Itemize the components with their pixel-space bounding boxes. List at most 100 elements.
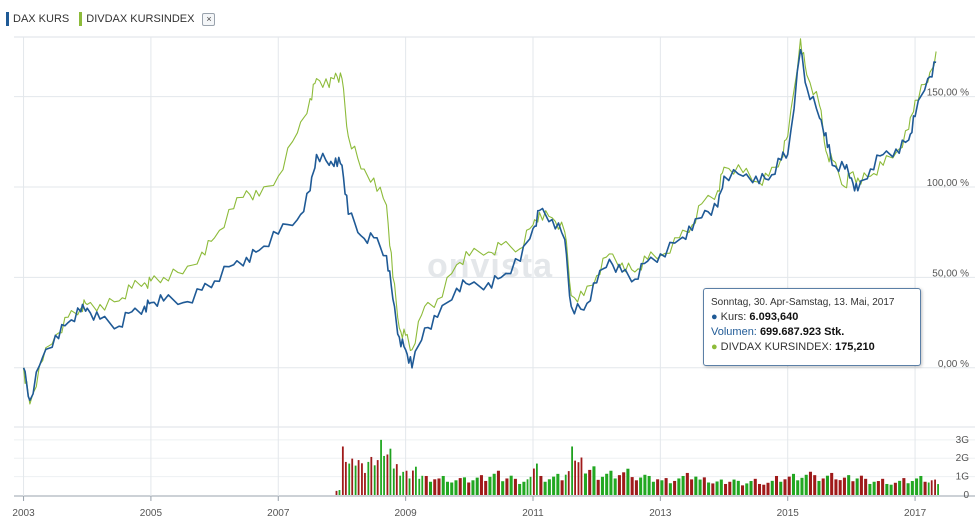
volume-bar	[834, 479, 838, 495]
legend-label-dax: DAX KURS	[13, 13, 70, 25]
volume-bar	[479, 475, 483, 495]
volume-bar	[567, 471, 570, 495]
volume-bar	[399, 475, 402, 495]
volume-bar	[808, 471, 812, 495]
volume-bar	[522, 481, 526, 495]
volume-bar	[732, 479, 736, 495]
volume-bar	[458, 478, 462, 495]
volume-bar	[651, 481, 655, 495]
tooltip-kurs-value: 6.093,640	[749, 311, 799, 323]
volume-bar	[341, 446, 344, 495]
volume-bar	[392, 468, 395, 495]
volume-bar	[830, 472, 834, 495]
volume-bar	[825, 475, 829, 495]
y-tick-label: 150,00 %	[927, 88, 969, 99]
bullet-icon: ●	[711, 311, 718, 323]
volume-bar	[367, 461, 370, 495]
x-tick-label: 2007	[267, 508, 290, 519]
volume-bar	[492, 473, 496, 495]
volume-bar	[592, 466, 596, 495]
volume-bar	[351, 458, 354, 495]
volume-bar	[847, 475, 851, 495]
volume-bar	[543, 481, 547, 495]
volume-bar	[919, 475, 923, 495]
volume-bar	[766, 482, 770, 495]
legend-swatch-divdax	[79, 12, 83, 26]
volume-bar	[454, 480, 458, 495]
volume-bar	[532, 468, 535, 495]
remove-series-close-icon[interactable]: ×	[202, 12, 216, 26]
volume-bar	[583, 473, 587, 495]
volume-bar	[724, 483, 728, 495]
volume-bar	[338, 490, 341, 495]
volume-bar	[783, 479, 787, 495]
volume-bars	[335, 439, 939, 495]
volume-bar	[376, 460, 379, 495]
volume-bar	[664, 478, 668, 495]
volume-tick-label: 0	[963, 490, 969, 501]
x-tick-label: 2013	[649, 508, 672, 519]
volume-bar	[412, 470, 414, 495]
volume-bar	[876, 481, 880, 495]
volume-bar	[471, 480, 475, 495]
tooltip-divdax-value: 175,210	[834, 341, 875, 353]
volume-bar	[804, 474, 808, 495]
volume-bar	[800, 477, 804, 495]
volume-bar	[728, 481, 732, 495]
tooltip-volumen-label: Volumen:	[711, 326, 757, 338]
volume-bar	[588, 469, 592, 495]
volume-bar	[402, 471, 405, 495]
volume-bar	[484, 480, 488, 495]
x-tick-label: 2003	[12, 508, 35, 519]
volume-bar	[496, 470, 500, 495]
legend-item-divdax[interactable]: DIVDAX KURSINDEX ×	[79, 12, 216, 26]
volume-bar	[851, 481, 855, 495]
legend-item-dax[interactable]: DAX KURS	[6, 12, 69, 26]
volume-bar	[389, 448, 392, 495]
volume-tick-label: 1G	[956, 472, 970, 483]
volume-bar	[673, 480, 677, 495]
volume-bar	[872, 481, 876, 495]
axis-labels: 0,00 % 50,00 % 100,00 % 150,00 % 0 1G 2G 3G 2003…	[12, 88, 969, 519]
volume-bar	[770, 480, 774, 495]
volume-bar	[902, 478, 906, 495]
volume-bar	[622, 472, 626, 495]
volume-bar	[702, 477, 706, 495]
volume-bar	[428, 481, 433, 495]
bullet-icon: ●	[711, 341, 718, 353]
y-tick-label: 50,00 %	[932, 268, 969, 279]
volume-bar	[787, 476, 791, 495]
volume-bar	[889, 484, 893, 495]
volume-bar	[405, 470, 408, 495]
volume-bar	[418, 478, 421, 495]
volume-bar	[885, 483, 889, 495]
volume-bar	[467, 482, 471, 495]
volume-bar	[605, 473, 609, 495]
volume-bar	[647, 475, 651, 495]
volume-bar	[630, 477, 634, 495]
chart-grid	[14, 36, 975, 501]
volume-bar	[574, 460, 577, 495]
volume-bar	[923, 481, 927, 495]
volume-bar	[580, 457, 583, 495]
tooltip-volumen-value: 699.687.923 Stk.	[759, 326, 845, 338]
volume-bar	[868, 483, 872, 495]
volume-bar	[656, 479, 660, 495]
chart-legend: DAX KURS DIVDAX KURSINDEX ×	[6, 10, 216, 28]
y-tick-label: 100,00 %	[927, 178, 969, 189]
tooltip-divdax-label: DIVDAX KURSINDEX:	[720, 341, 832, 353]
volume-bar	[386, 454, 389, 495]
volume-bar	[910, 481, 914, 495]
volume-bar	[556, 473, 560, 495]
volume-bar	[821, 478, 825, 495]
volume-bar	[577, 462, 580, 495]
volume-bar	[354, 465, 357, 495]
volume-bar	[505, 478, 509, 495]
x-tick-label: 2011	[522, 508, 544, 519]
price-lines	[22, 38, 937, 405]
volume-bar	[906, 483, 910, 495]
volume-bar	[745, 483, 749, 495]
volume-bar	[715, 481, 719, 495]
volume-bar	[719, 479, 723, 495]
